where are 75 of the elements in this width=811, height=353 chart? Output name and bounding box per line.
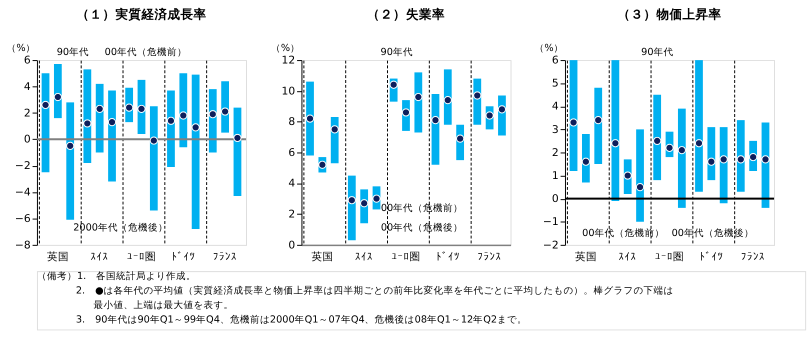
x-tick-label: ｽｲｽ (355, 250, 374, 263)
bar (150, 106, 158, 211)
x-tick-label: ﾌﾗﾝｽ (478, 250, 502, 263)
text: 2. ●は各年代の平均値（実質経済成長率と物価上昇率は四半期ごとの前年比変化率を年代ごとに平均したもの）。棒グラフの下端は (76, 284, 674, 296)
annotation: 00年代（危機後） (672, 227, 754, 240)
y-tick-label: 12 (282, 53, 296, 66)
x-tick-label: ﾄﾞｲﾂ (699, 250, 724, 263)
text: 3. 90年代は90年Q1～99年Q4、危機前は2000年Q1～07年Q4、危機後は08年Q1～12年Q2まで。 (76, 314, 528, 326)
annotation: 00年代（危機前） (582, 227, 665, 240)
bar (432, 94, 440, 165)
y-tick-label: −2 (14, 159, 31, 172)
text: 最小値、上端は最大値を表す。 (93, 299, 234, 312)
chart-title: （１）実質経済成長率 (76, 6, 206, 22)
annotation: 00年代（危機後） (380, 221, 464, 234)
y-axis-title: （%） (6, 42, 36, 54)
bar (594, 88, 602, 164)
x-tick-label: ﾌﾗﾝｽ (213, 250, 238, 263)
y-tick-label: 0 (288, 238, 296, 252)
x-tick-label: ﾄﾞｲﾂ (171, 250, 196, 263)
y-tick-label: 6 (288, 146, 296, 159)
bar (636, 129, 644, 222)
bar (108, 90, 116, 182)
y-axis-title: （%） (534, 42, 564, 54)
y-tick-label: −1 (542, 215, 559, 228)
bar (653, 94, 662, 180)
annotation: 00年代（危機前） (380, 202, 464, 214)
chart-title: （２）失業率 (366, 6, 445, 22)
text: 90年代 (641, 46, 674, 58)
x-tick-label: ﾄﾞｲﾂ (436, 250, 460, 263)
x-tick-label: 英国 (311, 250, 334, 263)
x-tick-label: ｽｲｽ (90, 250, 109, 263)
y-tick-label: 4 (24, 80, 31, 93)
bar (695, 60, 703, 192)
y-tick-label: −6 (14, 212, 31, 225)
y-tick-label: 2 (24, 106, 31, 120)
y-axis-title: （%） (270, 42, 300, 54)
x-tick-label: ﾌﾗﾝｽ (741, 250, 766, 263)
y-tick-label: 2 (552, 146, 559, 159)
bar (234, 108, 242, 196)
y-tick-label: 5 (552, 76, 559, 90)
y-tick-label: 0 (24, 132, 31, 146)
bar (678, 108, 686, 208)
bar (83, 69, 92, 164)
bar (192, 74, 200, 230)
text: （備考）1. 各国統計局より作成。 (36, 270, 196, 282)
y-tick-label: 6 (552, 53, 559, 66)
y-tick-label: 1 (552, 168, 559, 182)
bar (66, 102, 74, 220)
bar (611, 60, 620, 201)
x-tick-label: 英国 (574, 250, 597, 263)
y-tick-label: 2 (288, 207, 296, 220)
y-tick-label: 8 (288, 115, 296, 128)
text: 90年代 (380, 46, 413, 58)
y-tick-label: −4 (14, 185, 31, 198)
y-tick-label: 0 (552, 192, 559, 206)
y-tick-label: −2 (542, 238, 559, 252)
y-tick-label: 4 (288, 176, 296, 190)
bar (570, 60, 578, 171)
x-tick-label: ﾕｰﾛ圏 (126, 250, 156, 263)
chart-title: （３）物価上昇率 (618, 6, 722, 22)
x-tick-label: ﾕｰﾛ圏 (391, 250, 420, 263)
bar (306, 82, 314, 156)
bar (736, 120, 745, 192)
y-tick-label: −8 (14, 238, 31, 252)
x-tick-label: ｽｲｽ (618, 250, 637, 263)
bar (42, 73, 50, 172)
y-tick-label: 10 (282, 84, 296, 98)
x-tick-label: 英国 (46, 250, 69, 263)
y-tick-label: 6 (24, 53, 31, 66)
x-tick-label: ﾕｰﾛ圏 (655, 250, 684, 263)
y-tick-label: 4 (552, 100, 559, 113)
text: 90年代 (56, 46, 90, 58)
y-tick-label: 3 (552, 122, 559, 136)
annotation: 2000年代（危機後） (73, 221, 168, 234)
text: 00年代（危機前） (104, 46, 188, 58)
